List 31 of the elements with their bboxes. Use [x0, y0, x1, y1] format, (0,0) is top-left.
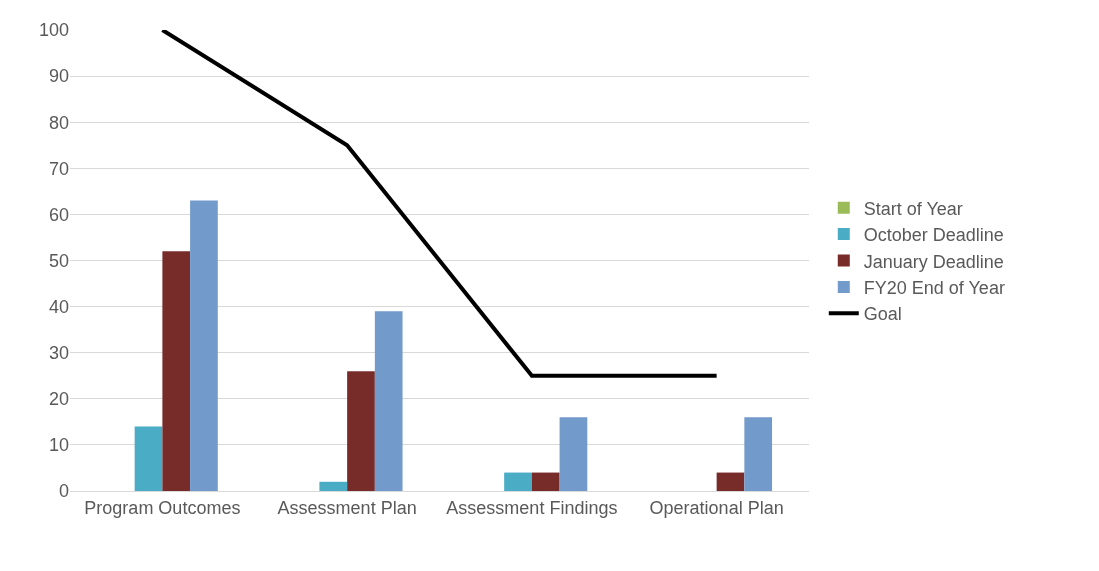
bar	[347, 371, 375, 491]
y-tick-label: 10	[48, 435, 69, 456]
y-tick-label: 30	[48, 343, 69, 363]
legend-label: FY20 End of Year	[863, 277, 1005, 298]
y-tick-label: 20	[48, 389, 69, 410]
bar	[716, 472, 745, 491]
y-tick-label: 50	[48, 250, 69, 271]
y-tick-label: 70	[48, 158, 69, 179]
bar	[531, 472, 560, 491]
bar	[559, 417, 588, 491]
y-tick-label: 0	[58, 481, 69, 502]
bar	[744, 417, 773, 491]
bar	[162, 251, 191, 491]
legend-label: Goal	[863, 304, 902, 325]
bar	[134, 426, 163, 491]
y-tick-label: 60	[48, 204, 69, 225]
x-tick-label: Assessment Plan	[277, 497, 417, 518]
legend-label: January Deadline	[863, 251, 1004, 272]
bar	[190, 200, 218, 491]
y-tick-label: 90	[48, 66, 69, 87]
bar	[319, 481, 348, 491]
legend-label: Start of Year	[863, 198, 963, 219]
x-tick-label: Program Outcomes	[84, 497, 241, 518]
bar	[504, 472, 532, 491]
legend-label: October Deadline	[863, 225, 1004, 246]
y-tick-label: 40	[48, 296, 69, 317]
x-tick-label: Assessment Findings	[446, 497, 618, 518]
y-tick-label: 100	[38, 20, 69, 41]
y-tick-label: 80	[48, 112, 69, 133]
x-tick-label: Operational Plan	[649, 497, 784, 518]
bar	[374, 311, 403, 491]
